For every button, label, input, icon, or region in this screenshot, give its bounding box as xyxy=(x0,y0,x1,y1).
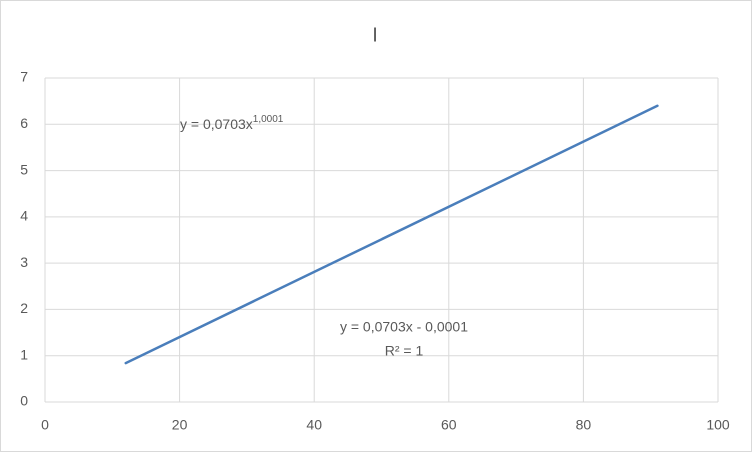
series-line xyxy=(124,104,659,365)
y-tick-label: 5 xyxy=(20,161,28,177)
x-tick-label: 80 xyxy=(576,417,592,433)
x-tick-label: 100 xyxy=(706,417,730,433)
r-squared-label: R² = 1 xyxy=(385,343,424,359)
x-tick-label: 0 xyxy=(41,417,49,433)
y-tick-label: 1 xyxy=(20,346,28,362)
y-tick-label: 3 xyxy=(20,254,28,270)
linear-trendline-label: y = 0,0703x - 0,0001 xyxy=(340,319,468,335)
chart-title: I xyxy=(372,24,378,46)
power-exponent: 1,0001 xyxy=(253,114,284,125)
x-tick-label: 20 xyxy=(172,417,188,433)
y-tick-label: 0 xyxy=(20,393,28,409)
y-tick-label: 4 xyxy=(20,208,28,224)
y-tick-label: 2 xyxy=(20,300,28,316)
power-base: y = 0,0703x xyxy=(180,116,253,132)
y-tick-label: 6 xyxy=(20,115,28,131)
power-trendline-label: y = 0,0703x1,0001 xyxy=(180,114,284,132)
x-tick-label: 40 xyxy=(306,417,322,433)
x-tick-label: 60 xyxy=(441,417,457,433)
y-tick-label: 7 xyxy=(20,69,28,85)
